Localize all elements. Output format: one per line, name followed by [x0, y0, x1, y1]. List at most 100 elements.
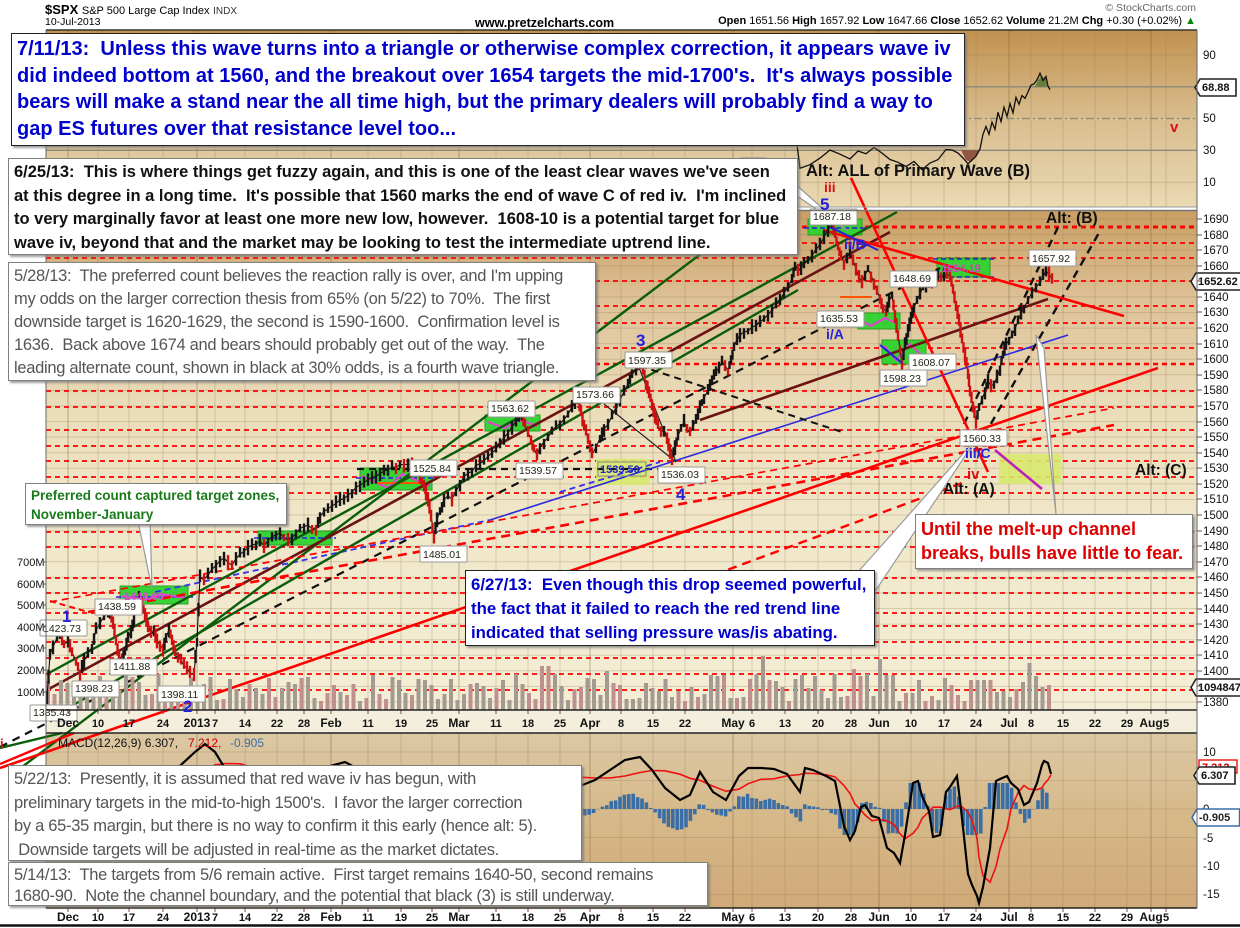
svg-text:1530: 1530 [1203, 463, 1229, 475]
svg-text:1680: 1680 [1203, 230, 1229, 242]
svg-text:11: 11 [362, 912, 374, 924]
svg-text:24: 24 [157, 718, 170, 730]
svg-text:May: May [721, 910, 745, 924]
svg-text:Mar: Mar [448, 716, 470, 730]
svg-text:90: 90 [1203, 50, 1216, 62]
svg-text:22: 22 [271, 912, 283, 924]
svg-text:1597.35: 1597.35 [628, 355, 666, 367]
svg-text:15: 15 [1057, 912, 1069, 924]
svg-text:-0.905: -0.905 [1199, 812, 1230, 824]
svg-text:2013: 2013 [184, 716, 211, 730]
svg-text:Aug: Aug [1139, 910, 1162, 924]
svg-text:2013: 2013 [184, 910, 211, 924]
svg-text:1398.23: 1398.23 [75, 683, 113, 695]
svg-text:1690: 1690 [1203, 214, 1229, 226]
svg-text:1420: 1420 [1203, 635, 1229, 647]
svg-text:10: 10 [905, 912, 917, 924]
svg-text:20: 20 [812, 912, 824, 924]
svg-text:1660: 1660 [1203, 261, 1229, 273]
svg-text:13: 13 [779, 718, 791, 730]
svg-text:Apr: Apr [580, 910, 601, 924]
svg-text:22: 22 [271, 718, 283, 730]
svg-text:Alt: (C): Alt: (C) [1135, 462, 1187, 479]
svg-text:Alt: ALL of Primary Wave (B): Alt: ALL of Primary Wave (B) [806, 162, 1030, 180]
svg-text:10: 10 [92, 912, 104, 924]
svg-text:1608.07: 1608.07 [912, 357, 950, 369]
svg-text:1448.00: 1448.00 [124, 591, 164, 603]
svg-text:1094847: 1094847 [1198, 682, 1240, 694]
svg-text:11: 11 [490, 912, 502, 924]
svg-text:10: 10 [1203, 747, 1216, 759]
svg-text:25: 25 [426, 718, 438, 730]
svg-text:5: 5 [1163, 718, 1169, 730]
svg-text:Aug: Aug [1139, 716, 1162, 730]
svg-text:1423.73: 1423.73 [43, 623, 81, 635]
svg-text:22: 22 [679, 718, 691, 730]
svg-text:1560.33: 1560.33 [963, 433, 1001, 445]
svg-text:1520: 1520 [1203, 479, 1229, 491]
svg-text:2: 2 [183, 697, 192, 716]
svg-text:28: 28 [298, 718, 310, 730]
svg-text:1438.59: 1438.59 [98, 601, 136, 613]
svg-text:Jun: Jun [868, 716, 889, 730]
svg-text:1400: 1400 [1203, 666, 1229, 678]
svg-text:6: 6 [749, 718, 755, 730]
svg-text:iv: iv [967, 466, 980, 483]
svg-text:28: 28 [845, 912, 857, 924]
svg-text:8: 8 [618, 718, 624, 730]
svg-text:1410: 1410 [1203, 650, 1229, 662]
svg-text:1590: 1590 [1203, 370, 1229, 382]
svg-text:Alt: (A): Alt: (A) [943, 481, 995, 498]
svg-text:24: 24 [157, 912, 170, 924]
svg-text:MACD(12,26,9) 6.307,: MACD(12,26,9) 6.307, [58, 736, 178, 750]
svg-text:1570: 1570 [1203, 401, 1229, 413]
svg-text:1635.53: 1635.53 [820, 313, 858, 325]
svg-text:ii/B: ii/B [844, 236, 866, 252]
svg-text:200M: 200M [17, 665, 45, 677]
svg-text:14: 14 [239, 912, 252, 924]
svg-text:1600: 1600 [1203, 354, 1229, 366]
svg-text:1687.18: 1687.18 [813, 211, 851, 223]
svg-text:30: 30 [1203, 145, 1216, 157]
svg-text:25: 25 [554, 912, 566, 924]
svg-text:15: 15 [647, 718, 659, 730]
svg-text:19: 19 [395, 718, 407, 730]
svg-text:700M: 700M [17, 557, 45, 569]
svg-text:300M: 300M [17, 643, 45, 655]
svg-text:24: 24 [970, 718, 983, 730]
svg-text:7: 7 [212, 912, 218, 924]
svg-text:17: 17 [123, 912, 135, 924]
svg-text:1380: 1380 [1203, 697, 1229, 709]
svg-text:20: 20 [812, 718, 824, 730]
svg-text:1525.84: 1525.84 [413, 463, 451, 475]
svg-text:Jun: Jun [868, 910, 889, 924]
svg-text:11: 11 [362, 718, 374, 730]
svg-text:iii: iii [824, 179, 836, 195]
svg-text:18: 18 [522, 718, 534, 730]
svg-text:500M: 500M [17, 600, 45, 612]
svg-text:Alt: (B): Alt: (B) [1046, 210, 1098, 227]
svg-text:1648.69: 1648.69 [893, 273, 931, 285]
svg-text:10: 10 [92, 718, 104, 730]
svg-text:1598.23: 1598.23 [883, 373, 921, 385]
svg-text:400M: 400M [17, 622, 45, 634]
svg-text:28: 28 [298, 912, 310, 924]
svg-text:19: 19 [395, 912, 407, 924]
svg-text:May: May [721, 716, 745, 730]
svg-text:1510: 1510 [1203, 494, 1229, 506]
svg-text:1398.11: 1398.11 [161, 689, 198, 701]
svg-text:Jul: Jul [1000, 910, 1017, 924]
svg-text:25: 25 [426, 912, 438, 924]
svg-text:1440: 1440 [1203, 604, 1229, 616]
svg-text:4: 4 [676, 485, 686, 504]
svg-text:Dec: Dec [57, 910, 79, 924]
svg-text:1480: 1480 [1203, 541, 1229, 553]
svg-text:1470: 1470 [1203, 557, 1229, 569]
svg-text:1654.19: 1654.19 [941, 263, 981, 275]
svg-text:68.88: 68.88 [1202, 82, 1230, 94]
svg-text:v: v [1170, 119, 1179, 136]
svg-text:1580: 1580 [1203, 385, 1229, 397]
svg-text:5: 5 [820, 195, 829, 214]
svg-text:1610: 1610 [1203, 339, 1229, 351]
svg-text:1500: 1500 [1203, 510, 1229, 522]
